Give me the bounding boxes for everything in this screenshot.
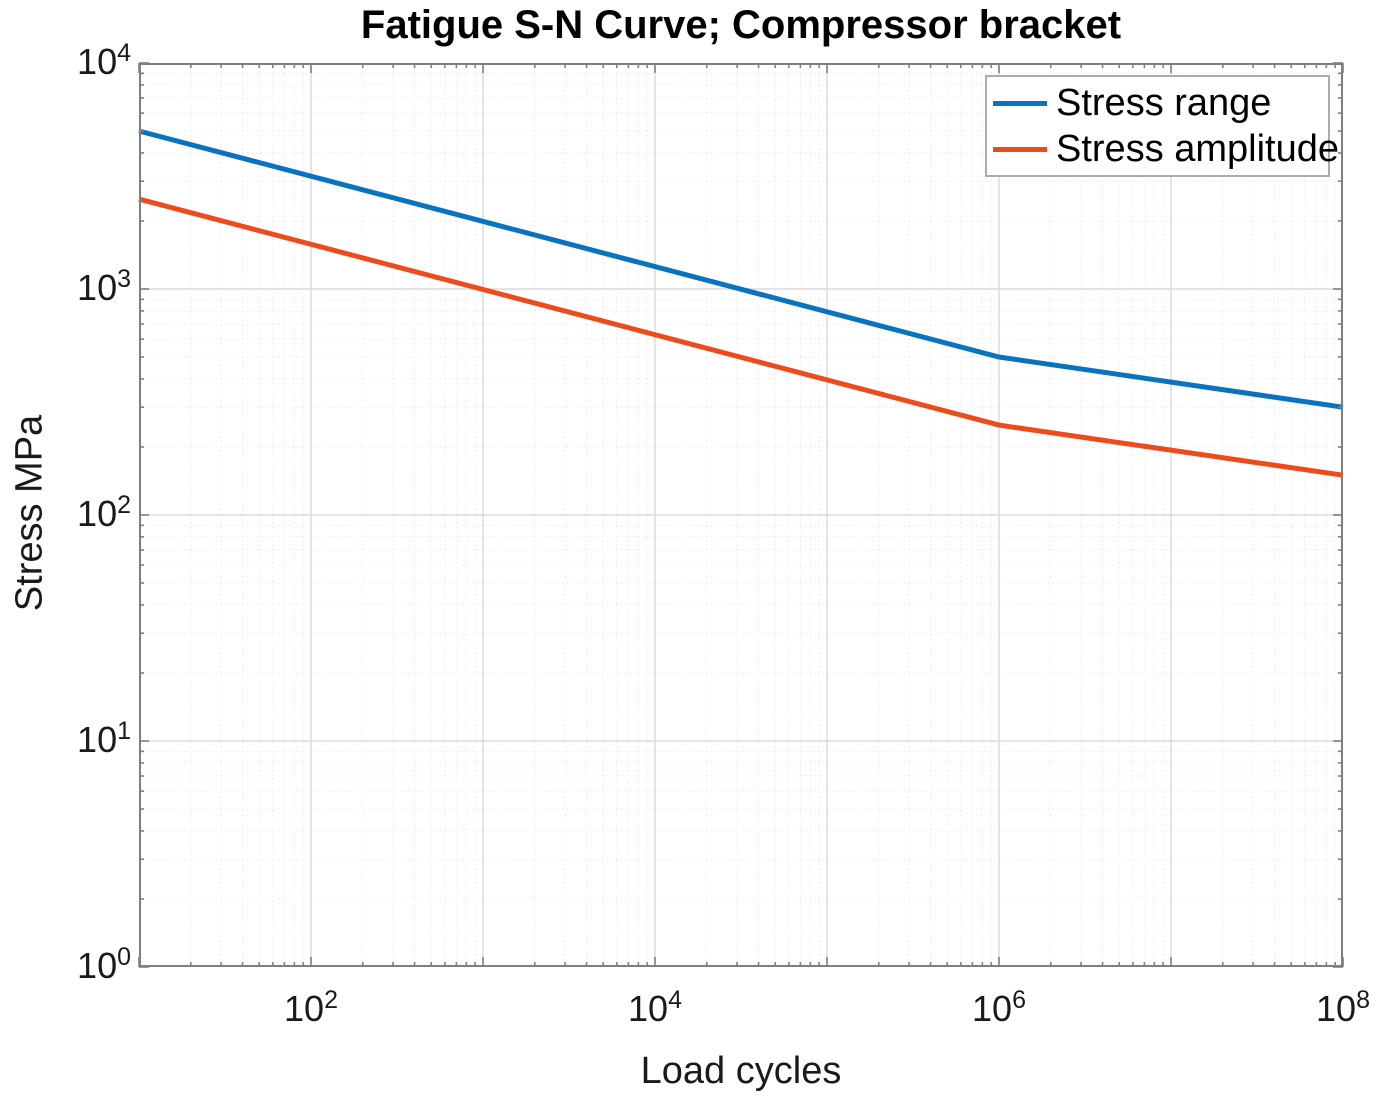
chart-title: Fatigue S-N Curve; Compressor bracket	[360, 3, 1122, 47]
y-tick-label: 100	[77, 943, 131, 987]
axis-box	[139, 63, 1343, 967]
series-lines	[138, 128, 1344, 478]
series-line-1	[138, 196, 1344, 478]
x-tick-label: 108	[1316, 986, 1370, 1029]
x-tick-label: 104	[628, 986, 682, 1029]
legend-swatch-line	[993, 100, 1047, 106]
y-tick-label: 101	[77, 717, 131, 761]
legend-item-label: Stress amplitude	[1056, 128, 1340, 170]
legend-item: Stress range	[987, 80, 1328, 126]
x-tick-label: 106	[972, 986, 1026, 1029]
y-tick-label: 102	[77, 491, 131, 535]
x-axis-label: Load cycles	[640, 1050, 842, 1092]
legend-item-label: Stress range	[1056, 82, 1272, 124]
legend: Stress range Stress amplitude	[985, 75, 1339, 177]
y-tick-label: 104	[77, 39, 131, 83]
series-line-0	[138, 128, 1344, 410]
legend-swatch-line	[993, 146, 1047, 152]
legend-item: Stress amplitude	[987, 126, 1339, 172]
y-axis-label: Stress MPa	[8, 414, 51, 612]
plot-area	[138, 62, 1344, 968]
y-tick-label: 103	[77, 265, 131, 309]
x-tick-label: 102	[284, 986, 338, 1029]
